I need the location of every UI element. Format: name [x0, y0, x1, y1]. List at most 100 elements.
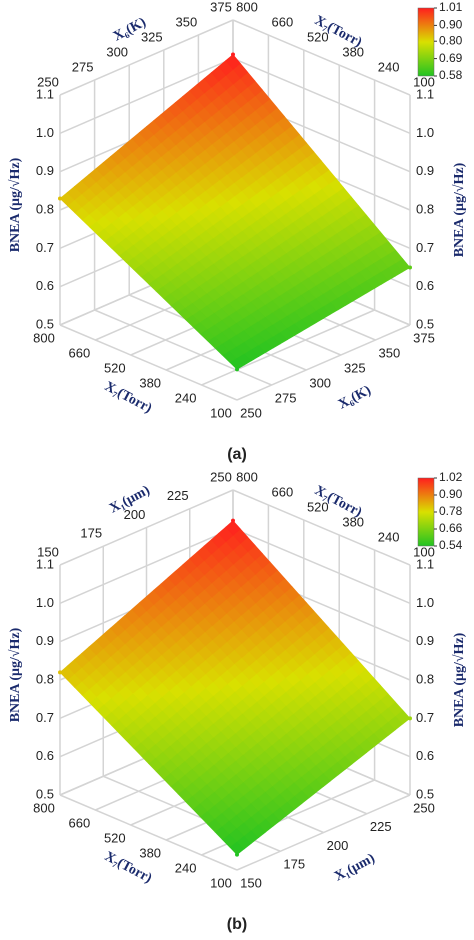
x-tick-label: 300 [309, 375, 331, 390]
z-tick-label: 0.9 [416, 163, 434, 178]
grid-line [59, 19, 234, 96]
y-tick-label: 380 [139, 375, 161, 390]
colorbar-tick-label: 0.80 [439, 33, 463, 47]
x-tick-label: 225 [370, 819, 392, 834]
colorbar-tick-label: 0.66 [439, 521, 463, 535]
y-tick-label: 520 [307, 499, 329, 514]
x-tick-label: 250 [240, 405, 262, 420]
y-tick-label: 240 [175, 860, 197, 875]
z-tick-label: 0.6 [416, 278, 434, 293]
y-tick-label: 660 [272, 14, 294, 29]
surface-corner [235, 852, 239, 857]
z-axis-title: BNEA (μg/√Hz) [452, 632, 467, 727]
x-tick-label: 175 [283, 857, 305, 872]
surface-corner [231, 52, 235, 57]
x-tick-label: 275 [275, 390, 297, 405]
z-tick-label: 0.8 [416, 201, 434, 216]
x-tick-label: 375 [413, 330, 435, 345]
z-tick-label: 0.6 [416, 748, 434, 763]
y-tick-label: 240 [378, 529, 400, 544]
surface-corner [231, 518, 235, 523]
z-tick-label: 0.5 [36, 316, 54, 331]
surface-corner [408, 265, 412, 270]
colorbar-tick-label: 0.54 [439, 538, 463, 552]
z-tick-label: 0.7 [416, 240, 434, 255]
z-tick-label: 0.8 [36, 201, 54, 216]
colorbar-tick-label: 0.78 [439, 504, 463, 518]
z-tick-label: 0.9 [36, 163, 54, 178]
y-tick-label: 520 [104, 360, 126, 375]
y-tick-label: 100 [413, 544, 435, 559]
grid-line [59, 57, 234, 135]
colorbar-tick-label: 0.69 [439, 51, 463, 65]
x-tick-label: 175 [80, 526, 102, 541]
y-tick-label: 660 [272, 484, 294, 499]
x-tick-label: 200 [327, 838, 349, 853]
x-tick-label: 275 [72, 59, 94, 74]
z-tick-label: 1.1 [36, 86, 54, 101]
z-tick-label: 0.6 [36, 748, 54, 763]
z-tick-label: 1.1 [36, 556, 54, 571]
z-tick-label: 0.7 [36, 710, 54, 725]
z-axis-title: BNEA (μg/√Hz) [8, 627, 23, 722]
x-tick-label: 325 [141, 29, 163, 44]
y-tick-label: 380 [342, 514, 364, 529]
grid-line [232, 57, 411, 135]
z-tick-label: 0.8 [36, 671, 54, 686]
y-tick-label: 380 [139, 845, 161, 860]
z-tick-label: 1.1 [416, 556, 434, 571]
x-tick-label: 225 [167, 488, 189, 503]
y-tick-label: 380 [342, 44, 364, 59]
grid-line [94, 309, 272, 386]
grid-line [201, 309, 375, 386]
z-tick-label: 1.0 [36, 595, 54, 610]
z-axis-title: BNEA (μg/√Hz) [452, 162, 467, 257]
colorbar-tick-label: 0.58 [439, 68, 463, 82]
x-tick-label: 250 [210, 469, 232, 484]
y-tick-label: 520 [104, 830, 126, 845]
grid-line [232, 489, 411, 566]
z-tick-label: 0.7 [416, 710, 434, 725]
z-tick-label: 0.8 [416, 671, 434, 686]
z-tick-label: 0.9 [36, 633, 54, 648]
caption: (a) [227, 446, 247, 463]
z-tick-label: 0.6 [36, 278, 54, 293]
y-tick-label: 100 [210, 875, 232, 890]
z-tick-label: 1.1 [416, 86, 434, 101]
y-tick-label: 100 [413, 74, 435, 89]
y-tick-label: 800 [33, 330, 55, 345]
z-tick-label: 0.9 [416, 633, 434, 648]
x-tick-label: 150 [240, 875, 262, 890]
y-tick-label: 800 [236, 469, 258, 484]
y-tick-label: 520 [307, 29, 329, 44]
grid-line [236, 794, 411, 871]
colorbar [417, 477, 435, 547]
y-tick-label: 240 [378, 59, 400, 74]
x-tick-label: 325 [344, 360, 366, 375]
surface-corner [408, 716, 412, 721]
x-tick-label: 300 [106, 44, 128, 59]
grid-line [232, 527, 411, 605]
z-axis-title: BNEA (μg/√Hz) [8, 157, 23, 252]
z-tick-label: 0.5 [36, 786, 54, 801]
caption: (b) [227, 916, 247, 933]
colorbar-tick-label: 1.02 [439, 470, 463, 484]
y-tick-label: 660 [69, 345, 91, 360]
x-tick-label: 150 [37, 544, 59, 559]
grid-line [232, 19, 411, 96]
z-tick-label: 1.0 [416, 595, 434, 610]
x-tick-label: 375 [210, 0, 232, 14]
y-tick-label: 800 [236, 0, 258, 14]
y-tick-label: 800 [33, 800, 55, 815]
x-axis-title: X₁(μm) [332, 851, 378, 885]
panel: 0.5 0.50.6 0.60.7 0.70.8 0.80.9 0.91.0 1.01.1 1… [8, 469, 467, 933]
x-tick-label: 350 [379, 345, 401, 360]
grid-line [236, 324, 411, 401]
y-tick-label: 100 [210, 405, 232, 420]
x-tick-label: 250 [413, 800, 435, 815]
y-tick-label: 660 [69, 815, 91, 830]
z-tick-label: 0.7 [36, 240, 54, 255]
z-tick-label: 1.0 [416, 125, 434, 140]
x-tick-label: 200 [124, 507, 146, 522]
x-tick-label: 250 [37, 74, 59, 89]
